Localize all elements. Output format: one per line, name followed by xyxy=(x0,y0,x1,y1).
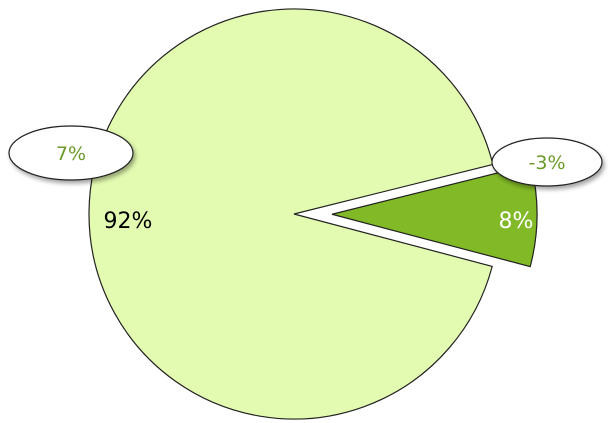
callout-bubble: 7% xyxy=(8,125,134,181)
callout-text: 7% xyxy=(56,143,86,165)
slice-label-92pct: 92% xyxy=(104,209,153,234)
pie-slice-92pct xyxy=(88,8,494,420)
callout-bubble: -3% xyxy=(491,137,603,187)
callout-text: -3% xyxy=(529,152,566,174)
slice-label-8pct: 8% xyxy=(499,209,534,234)
